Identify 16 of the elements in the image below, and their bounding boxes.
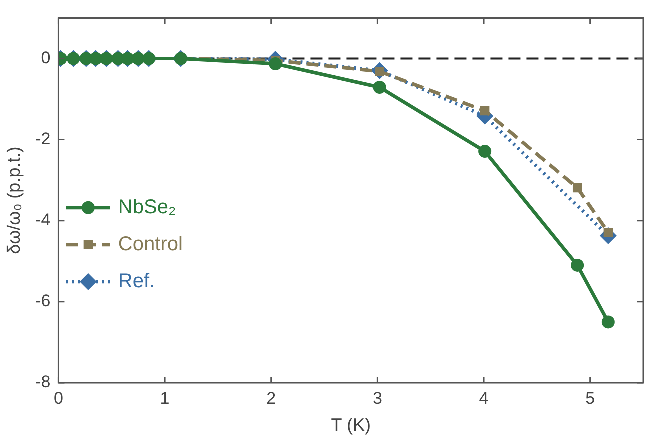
legend-label: NbSe₂: [118, 196, 176, 218]
x-tick-label: 2: [266, 388, 276, 408]
legend-label: Ref.: [118, 270, 156, 292]
y-tick-label: -2: [36, 129, 51, 148]
legend-label: Control: [118, 233, 183, 256]
y-tick-label: -4: [36, 210, 51, 230]
x-tick-label: 4: [479, 388, 489, 408]
x-tick-label: 3: [372, 388, 382, 408]
x-tick-label: 0: [54, 388, 64, 408]
y-tick-label: -8: [36, 372, 51, 392]
x-tick-label: 1: [160, 388, 170, 408]
y-tick-label: 0: [41, 48, 51, 68]
x-tick-label: 5: [586, 388, 596, 408]
x-axis-title: T (K): [331, 415, 371, 436]
y-axis-title: δω/ω₀ (p.p.t.): [4, 146, 24, 254]
y-tick-label: -6: [36, 292, 51, 311]
